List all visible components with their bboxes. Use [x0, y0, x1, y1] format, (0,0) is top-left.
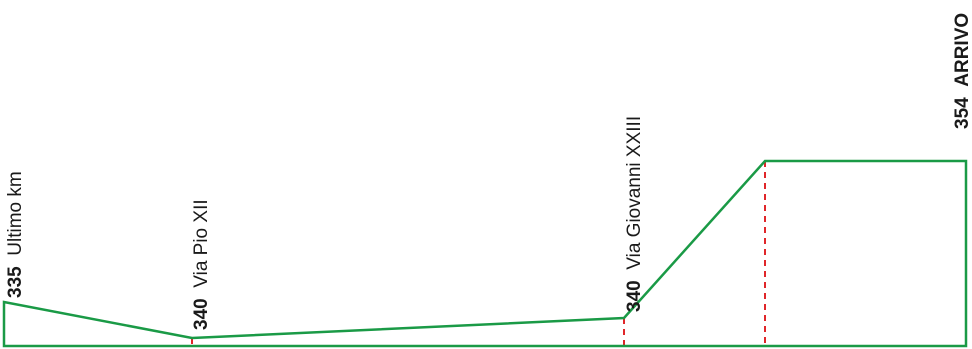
waypoint-name: Via Giovanni XXIII	[624, 116, 645, 270]
waypoint-altitude: 354	[952, 92, 972, 129]
km-markers	[191, 161, 766, 346]
waypoint-altitude: 335	[5, 261, 26, 298]
waypoint-name: Ultimo km	[5, 171, 26, 255]
profile-outline	[2, 159, 968, 348]
waypoint-label-arrivo: 354 ARRIVO	[952, 13, 972, 129]
waypoint-label-via-pio-xii: 340 Via Pio XII	[191, 199, 212, 330]
waypoint-label-ultimo-km: 335 Ultimo km	[5, 171, 26, 298]
waypoint-altitude: 340	[191, 293, 212, 330]
waypoint-altitude: 340	[624, 275, 645, 312]
waypoint-name: Via Pio XII	[191, 199, 212, 287]
waypoint-name: ARRIVO	[952, 13, 972, 87]
waypoint-label-via-giovanni-xxiii: 340 Via Giovanni XXIII	[624, 116, 645, 312]
